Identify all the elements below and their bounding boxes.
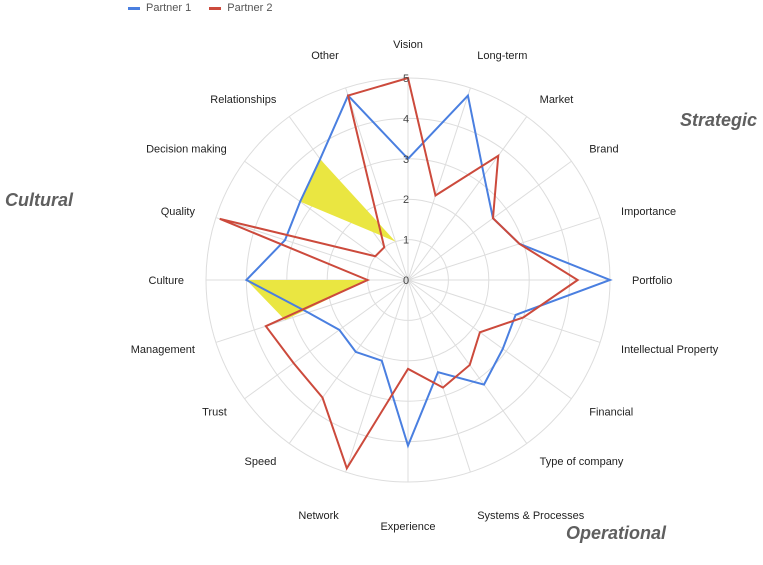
tick-label: 3: [403, 154, 409, 166]
series-line-partner-2: [219, 76, 580, 471]
axis-label-financial: Financial: [589, 407, 633, 419]
axis-label-intellectual-property: Intellectual Property: [621, 344, 719, 356]
axis-label-importance: Importance: [621, 206, 676, 218]
legend-item-partner-1[interactable]: Partner 1: [128, 2, 191, 14]
highlight-wedge-2: [246, 280, 368, 320]
axis-label-portfolio: Portfolio: [632, 275, 672, 287]
grid-spoke: [407, 87, 471, 281]
legend-label-partner-2: Partner 2: [227, 2, 273, 14]
legend-label-partner-1: Partner 1: [146, 2, 192, 14]
axis-label-relationships: Relationships: [210, 94, 277, 106]
axis-label-vision: Vision: [393, 39, 423, 51]
group-label-operational: Operational: [566, 523, 667, 543]
tick-label: 2: [403, 194, 409, 206]
axis-label-type-of-company: Type of company: [540, 456, 624, 468]
grid-spoke: [345, 87, 409, 281]
tick-label: 4: [403, 113, 409, 125]
grid-spoke: [407, 279, 471, 473]
series-line-partner-1: [244, 93, 613, 449]
axis-label-long-term: Long-term: [477, 50, 527, 62]
tick-label: 5: [403, 73, 409, 85]
axis-label-culture: Culture: [149, 275, 184, 287]
grid-spoke: [244, 279, 409, 400]
grid-spoke: [407, 217, 601, 281]
axis-label-management: Management: [131, 344, 195, 356]
grid-spoke: [407, 160, 572, 281]
grid-spoke: [215, 217, 409, 281]
axis-label-quality: Quality: [161, 206, 196, 218]
grid-spoke: [244, 160, 409, 281]
group-label-cultural: Cultural: [5, 190, 74, 210]
group-label-strategic: Strategic: [680, 110, 758, 130]
axis-label-brand: Brand: [589, 143, 618, 155]
highlight-wedge-1: [300, 159, 396, 242]
legend-swatch-partner-1: [128, 6, 140, 10]
grid-spoke: [407, 116, 528, 281]
axis-label-trust: Trust: [202, 407, 227, 419]
axis-label-experience: Experience: [380, 521, 435, 533]
grid-spoke: [407, 279, 528, 444]
axis-label-other: Other: [311, 50, 339, 62]
tick-label: 0: [403, 275, 409, 287]
axis-label-speed: Speed: [245, 456, 277, 468]
grid-spoke: [215, 279, 409, 343]
axis-label-market: Market: [540, 94, 574, 106]
grid-spoke: [345, 279, 409, 473]
grid-spoke: [407, 279, 572, 400]
axis-label-systems-processes: Systems & Processes: [477, 510, 584, 522]
legend-item-partner-2[interactable]: Partner 2: [209, 2, 273, 14]
legend-swatch-partner-2: [209, 6, 222, 10]
axis-label-network: Network: [298, 510, 339, 522]
legend: Partner 1 Partner 2: [128, 2, 273, 14]
grid-spoke: [407, 279, 601, 343]
tick-label: 1: [403, 235, 409, 247]
grid-spoke: [288, 279, 409, 444]
axis-label-decision-making: Decision making: [146, 143, 227, 155]
